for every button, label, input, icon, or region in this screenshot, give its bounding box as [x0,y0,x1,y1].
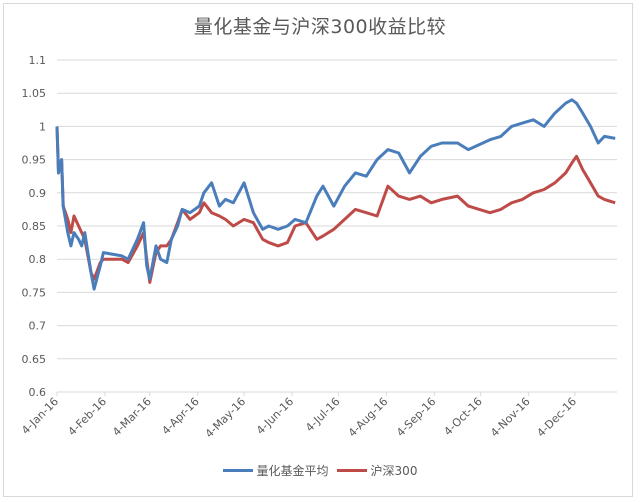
legend-swatch-blue-icon [222,469,253,472]
x-tick-label: 4-Mar-16 [110,395,154,439]
y-tick-label: 0.9 [29,187,47,200]
legend-label: 量化基金平均 [256,464,329,478]
chart-title: 量化基金与沪深300收益比较 [193,16,447,38]
gridlines [57,59,617,393]
series-lines [55,98,616,291]
x-axis: 4-Jan-16 4-Feb-16 4-Mar-16 4-Apr-16 4-May-16… [19,392,579,441]
legend-item-quant-fund: 量化基金平均 [222,462,329,479]
x-tick-label: 4-Feb-16 [66,395,109,438]
x-tick-label: 4-Jul-16 [303,395,342,434]
x-tick-label: 4-Aug-16 [346,395,391,440]
legend-item-csi300: 沪深300 [336,462,418,479]
y-tick-label: 1 [39,120,46,133]
x-tick-label: 4-Oct-16 [441,395,484,438]
legend-swatch-red-icon [336,469,367,472]
x-tick-label: 4-Nov-16 [488,395,533,440]
y-tick-label: 0.8 [29,253,47,266]
x-tick-label: 4-Jan-16 [19,395,61,437]
x-tick-label: 4-Jun-16 [254,395,296,437]
legend: 量化基金平均 沪深300 [0,462,640,479]
y-tick-label: 0.95 [22,154,47,167]
y-tick-label: 0.85 [22,220,47,233]
x-tick-label: 4-Sep-16 [394,395,438,439]
y-tick-label: 1.05 [22,87,47,100]
y-tick-label: 0.6 [29,386,47,399]
legend-label: 沪深300 [370,464,418,478]
x-tick-label: 4-Apr-16 [159,395,201,437]
series-line [55,98,616,291]
x-tick-label: 4-May-16 [203,395,249,441]
y-tick-label: 1.1 [29,54,47,67]
x-tick-label: 4-Dec-16 [534,395,579,440]
y-tick-label: 0.7 [29,320,47,333]
y-tick-label: 0.65 [22,353,47,366]
y-tick-label: 0.75 [22,286,47,299]
y-axis: 0.6 0.65 0.7 0.75 0.8 0.85 0.9 0.95 1 1.05 1.1 [22,54,47,399]
chart-frame [3,3,633,497]
